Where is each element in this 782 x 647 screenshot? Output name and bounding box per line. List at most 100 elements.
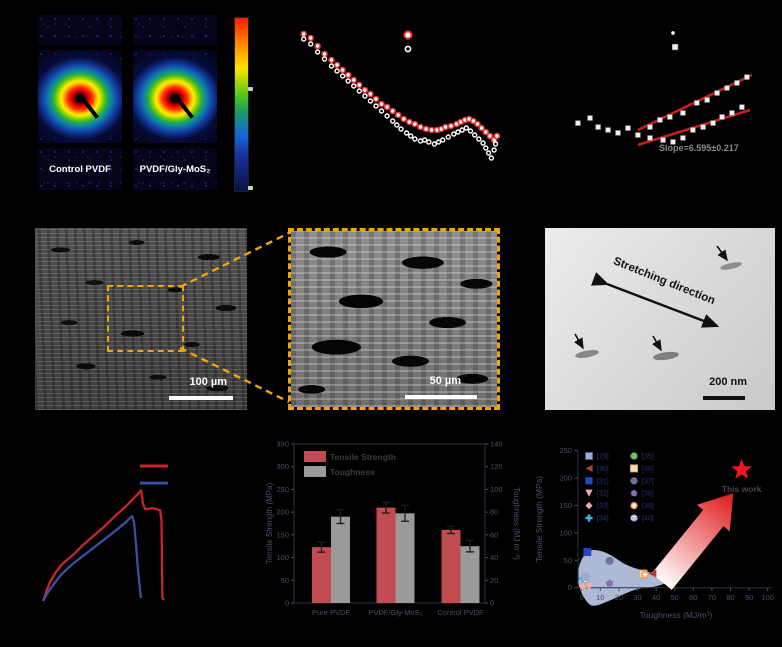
- literature-point: [605, 579, 614, 587]
- data-point: [605, 127, 611, 133]
- data-point: [334, 68, 340, 74]
- saxs-pattern-control: [38, 50, 122, 143]
- data-point: [451, 131, 457, 137]
- data-point: [389, 118, 396, 124]
- scale-bar: [703, 396, 745, 400]
- data-point: [333, 61, 341, 69]
- scale-label: 100 µm: [189, 376, 227, 388]
- data-point: [435, 139, 442, 145]
- tick-label: 70: [708, 593, 716, 602]
- data-point: [729, 110, 735, 116]
- literature-point: [648, 569, 657, 578]
- data-point: [480, 140, 486, 146]
- tick-label: 10: [596, 593, 604, 602]
- scale-label: 200 nm: [709, 376, 747, 388]
- tick-label: 200: [276, 508, 289, 517]
- data-point: [314, 49, 321, 55]
- tick-label: 80: [490, 508, 498, 517]
- data-point: [486, 132, 494, 140]
- legend-marker: [671, 31, 675, 35]
- data-point: [389, 107, 396, 115]
- nanoparticle: [653, 351, 679, 361]
- data-point: [417, 138, 424, 144]
- data-point: [719, 114, 725, 120]
- data-point: [491, 147, 497, 153]
- data-point: [694, 100, 700, 106]
- data-point: [406, 118, 413, 126]
- data-point: [307, 41, 314, 47]
- data-point: [356, 88, 363, 94]
- literature-region: [577, 549, 669, 606]
- tick-label: 140: [490, 440, 503, 449]
- stress-strain-svg: [41, 464, 169, 602]
- legend-label: Toughness: [330, 467, 375, 477]
- data-point: [455, 129, 461, 135]
- this-work-star: [731, 458, 753, 479]
- saxs-halo: [133, 50, 217, 143]
- tick-label: 60: [689, 593, 697, 602]
- data-point: [300, 30, 308, 38]
- saxs-halo: [38, 50, 122, 143]
- legend-ref-label: [31]: [597, 478, 609, 485]
- tick-label: 250: [276, 485, 289, 494]
- nanoparticle: [575, 350, 599, 358]
- data-point: [492, 141, 499, 147]
- tick-label: 20: [490, 576, 498, 585]
- legend-ref-label: [40]: [642, 516, 654, 523]
- legend-marker: [630, 516, 638, 520]
- legend-swatch: [304, 466, 326, 477]
- stress-strain-curve: [41, 488, 165, 602]
- data-point: [431, 141, 438, 147]
- category-label: PVDF/Gly-MoS₂: [368, 608, 422, 617]
- this-work-label: This work: [722, 484, 762, 494]
- tick-label: 100: [761, 593, 774, 602]
- data-point: [411, 120, 419, 128]
- saxs-label-control: Control PVDF: [38, 148, 122, 190]
- data-point: [739, 104, 745, 110]
- data-point: [615, 130, 621, 136]
- bar-chart-svg: 0 50 100 150 200 250 300 350 0 20 40 60 80 100 120 140 T…: [265, 440, 521, 618]
- data-point: [339, 66, 346, 74]
- data-point: [314, 42, 321, 50]
- legend-ref-label: [33]: [597, 503, 609, 510]
- data-point: [301, 36, 307, 42]
- category-label: Control PVDF: [437, 608, 484, 617]
- tem-image: Stretching direction 200 nm: [545, 228, 775, 410]
- data-point: [476, 136, 482, 142]
- legend-marker: [403, 30, 413, 40]
- particle-arrow: [574, 333, 584, 350]
- tick-label: 90: [745, 593, 753, 602]
- tick-label: 150: [559, 501, 572, 510]
- data-point: [478, 124, 485, 132]
- data-point: [690, 127, 696, 133]
- tick-label: 40: [652, 593, 660, 602]
- bar-toughness: [331, 516, 350, 603]
- data-point: [469, 117, 477, 125]
- tick-label: 250: [559, 446, 572, 455]
- data-point: [704, 97, 710, 103]
- comparison-scatter-chart: 0 10 20 30 40 50 60 70 80 90 100 0 50 100 150 200 250 Tou…: [530, 437, 782, 647]
- intensity-colorbar: [234, 17, 253, 192]
- stretching-direction-arrow: [590, 272, 720, 328]
- bar-tensile-strength: [441, 529, 461, 603]
- data-point: [459, 127, 465, 133]
- legend-ref-label: [39]: [642, 503, 654, 510]
- data-point: [647, 124, 653, 130]
- particle-arrow: [652, 335, 662, 352]
- stress-strain-chart: [20, 437, 255, 640]
- data-point: [421, 137, 428, 143]
- bar-toughness: [460, 546, 480, 603]
- data-point: [635, 132, 641, 138]
- tick-label: 50: [671, 593, 679, 602]
- sample-label: Control PVDF: [49, 163, 111, 175]
- colorbar-tick: [248, 185, 253, 190]
- data-point: [398, 126, 404, 132]
- legend-marker: [630, 514, 638, 522]
- legend-ref-label: [34]: [597, 516, 609, 523]
- data-point: [345, 78, 351, 84]
- data-point: [482, 128, 490, 136]
- data-point: [428, 126, 435, 134]
- tick-label: 0: [580, 593, 584, 602]
- data-point: [493, 132, 501, 140]
- legend-swatch: [304, 451, 326, 462]
